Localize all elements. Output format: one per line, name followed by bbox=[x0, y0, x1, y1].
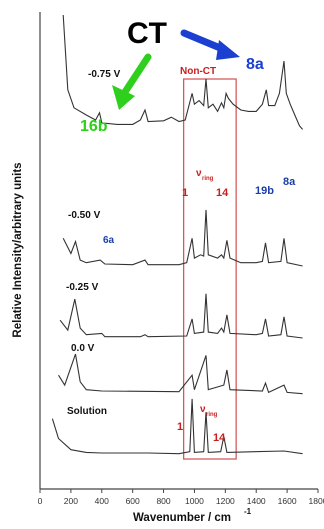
series-label: -0.25 V bbox=[66, 282, 99, 293]
annotation-1: 1 bbox=[182, 187, 188, 199]
series-label: Solution bbox=[67, 406, 107, 417]
ct-label: CT bbox=[127, 17, 167, 50]
x-tick-label: 400 bbox=[95, 496, 109, 506]
x-tick-label: 1600 bbox=[278, 496, 297, 506]
x-tick-label: 1400 bbox=[247, 496, 266, 506]
series-label: 0.0 V bbox=[71, 343, 95, 354]
annotation-nu-ring-solution: ν bbox=[200, 404, 206, 415]
annotation-1-solution: 1 bbox=[177, 421, 183, 433]
annotation-19b: 19b bbox=[255, 185, 274, 197]
x-tick-label: 800 bbox=[156, 496, 170, 506]
spectrum-trace bbox=[58, 353, 303, 395]
y-axis-label: Relative Intensity/arbitrary units bbox=[12, 162, 24, 337]
annotation-14-solution: 14 bbox=[213, 432, 226, 444]
x-tick-label: 1800 bbox=[309, 496, 324, 506]
annotation-ring-subscript-solution: ring bbox=[206, 412, 218, 418]
ct-arrow-left-head bbox=[112, 85, 135, 110]
non-ct-label: Non-CT bbox=[180, 66, 216, 77]
series-label: -0.50 V bbox=[68, 210, 101, 221]
x-tick-label: 1200 bbox=[216, 496, 235, 506]
spectrum-trace bbox=[59, 293, 303, 339]
annotation-ring-subscript: ring bbox=[202, 176, 214, 182]
plot-area: 0 200 400 600 800 1000 1200 1400 1600 1800 Wavenum… bbox=[12, 12, 324, 524]
spectrum-trace bbox=[62, 14, 304, 130]
x-axis-label: Wavenumber / cm bbox=[133, 512, 231, 524]
spectrum-trace bbox=[62, 209, 303, 267]
annotation-14: 14 bbox=[216, 187, 229, 199]
annotation-8a-top: 8a bbox=[246, 56, 264, 73]
ct-arrow-right-head bbox=[216, 40, 240, 60]
non-ct-region-box bbox=[182, 78, 237, 460]
annotation-8a: 8a bbox=[283, 176, 296, 188]
x-tick-label: 0 bbox=[38, 496, 43, 506]
x-tick-label: 200 bbox=[64, 496, 78, 506]
x-tick-label: 600 bbox=[126, 496, 140, 506]
ct-arrow-left bbox=[121, 53, 152, 96]
annotation-6a: 6a bbox=[103, 235, 115, 246]
spectrum-trace bbox=[51, 398, 303, 455]
x-axis-label-superscript: -1 bbox=[244, 507, 252, 516]
annotation-16b: 16b bbox=[80, 118, 108, 135]
series-label: -0.75 V bbox=[88, 69, 121, 80]
annotation-nu-ring: ν bbox=[196, 168, 202, 179]
x-tick-label: 1000 bbox=[185, 496, 204, 506]
